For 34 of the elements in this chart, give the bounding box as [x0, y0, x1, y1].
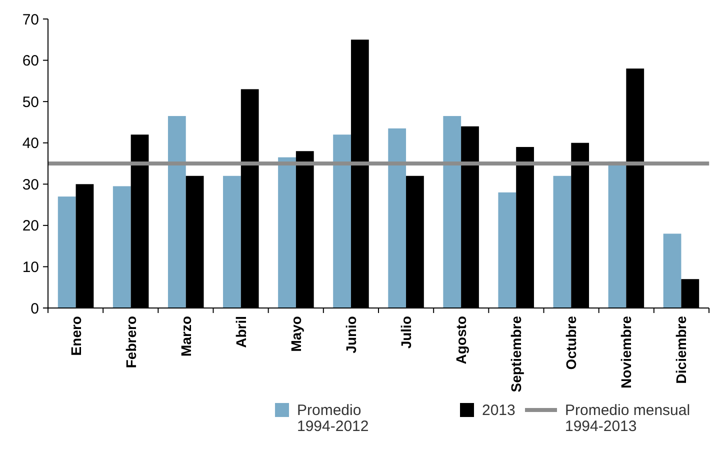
x-tick-label: Enero [68, 316, 84, 356]
y-tick-label: 50 [22, 94, 39, 111]
legend-label: Promedio mensual 1994-2013 [565, 402, 690, 435]
x-tick-label: Agosto [453, 316, 470, 364]
bar [58, 196, 76, 308]
y-tick-label: 30 [22, 176, 39, 194]
x-tick-label: Noviembre [618, 316, 634, 388]
bar [168, 116, 186, 308]
x-tick-label: Mayo [288, 316, 304, 352]
y-tick-label: 40 [22, 135, 39, 152]
bar [443, 116, 462, 308]
bar [333, 134, 351, 308]
y-tick-label: 70 [22, 11, 39, 28]
y-tick-label: 60 [22, 52, 39, 70]
y-tick-label: 10 [22, 258, 39, 276]
bar [112, 186, 131, 308]
y-tick-label: 0 [30, 300, 39, 318]
bar [388, 128, 406, 308]
x-tick-label: Diciembre [673, 316, 690, 384]
x-tick-label: Octubre [563, 316, 580, 370]
x-tick-label: Septiembre [508, 316, 524, 392]
bar [498, 192, 516, 308]
x-tick-label: Marzo [178, 316, 194, 356]
bar [223, 176, 241, 308]
bar [663, 234, 682, 308]
bar [553, 176, 572, 308]
y-tick-label: 20 [22, 218, 39, 235]
x-tick-label: Febrero [122, 316, 139, 368]
x-tick-label: Junio [342, 316, 359, 354]
x-tick-label: Julio [398, 316, 414, 349]
bar [278, 157, 296, 308]
legend-label: 2013 [482, 402, 516, 419]
legend-label: Promedio 1994-2012 [297, 402, 369, 435]
x-tick-label: Abril [232, 316, 249, 348]
